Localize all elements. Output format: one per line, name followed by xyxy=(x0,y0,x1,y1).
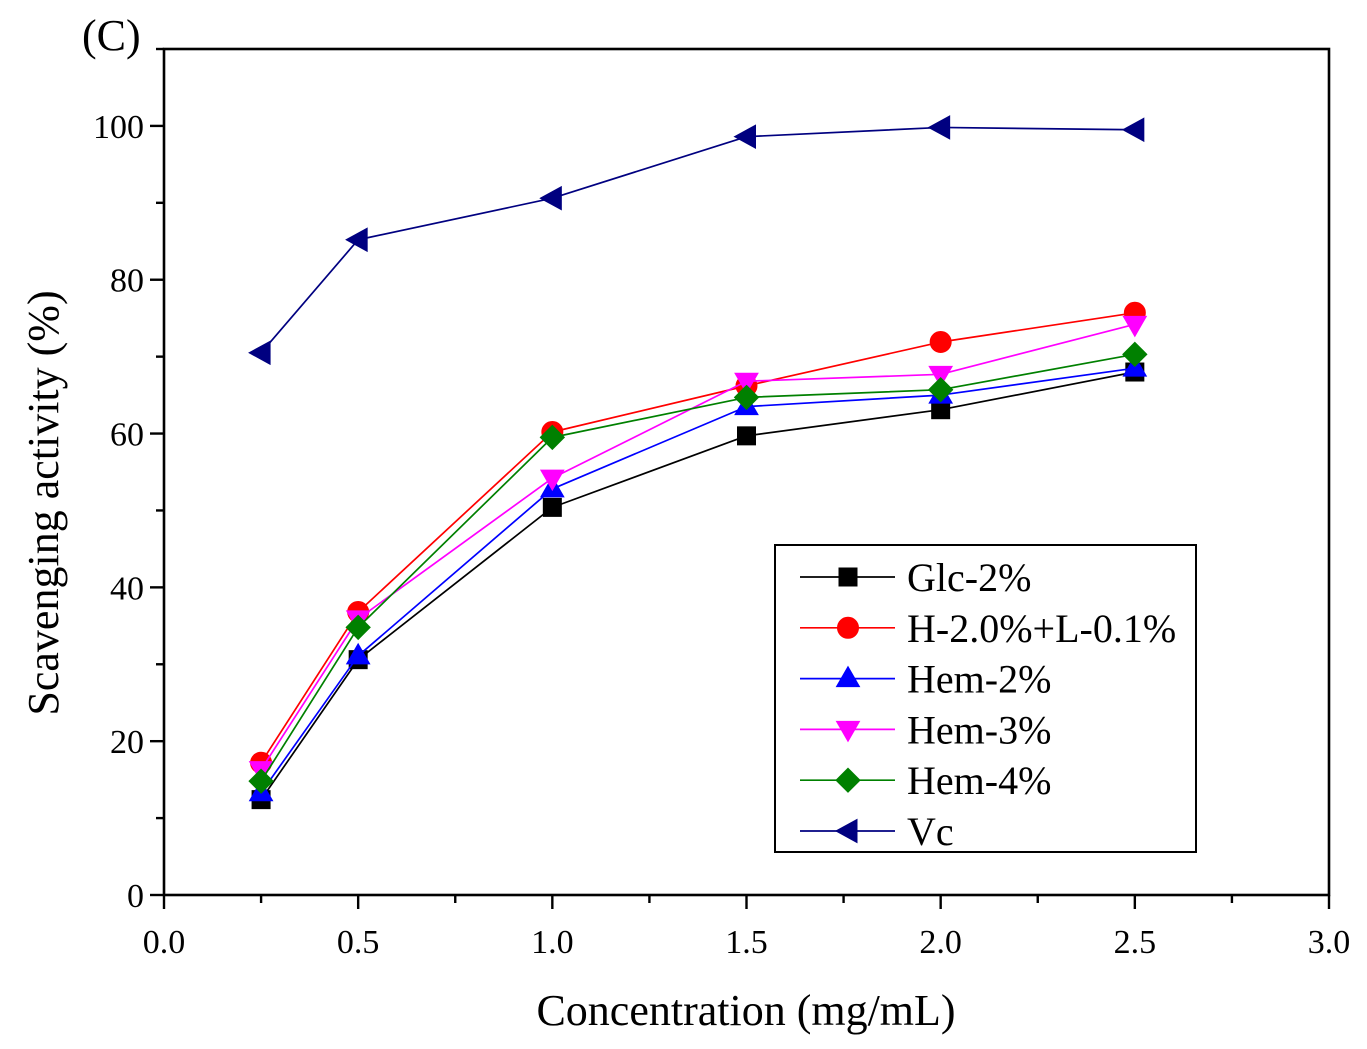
legend-entry-glc-2: Glc-2% xyxy=(800,555,1031,600)
y-tick-label: 80 xyxy=(110,263,144,300)
series-line-hem-4 xyxy=(260,353,1135,782)
data-point-hem-4-1 xyxy=(345,614,371,641)
legend-entry-hem-4: Hem-4% xyxy=(800,758,1051,803)
legend-label-vc: Vc xyxy=(907,809,954,854)
x-tick-label: 0.5 xyxy=(337,924,380,961)
legend-label-hem-3: Hem-3% xyxy=(907,707,1051,752)
legend-marker-h-2-0-l-0-1 xyxy=(837,616,859,639)
x-tick-label: 2.5 xyxy=(1114,924,1157,961)
y-tick-label: 60 xyxy=(110,417,144,454)
legend-marker-hem-2 xyxy=(835,665,861,688)
legend-label-h-2-0-l-0-1: H-2.0%+L-0.1% xyxy=(907,606,1176,651)
data-point-hem-4-0 xyxy=(248,768,274,794)
data-point-vc-1 xyxy=(345,227,368,253)
y-tick-label: 20 xyxy=(110,724,144,761)
y-tick-label: 0 xyxy=(127,878,144,915)
axis-ticks xyxy=(150,47,1331,909)
x-tick-label: 2.0 xyxy=(919,924,962,961)
data-point-vc-0 xyxy=(248,340,271,366)
legend-entry-vc: Vc xyxy=(800,809,954,854)
series-line-h-2-0-l-0-1 xyxy=(260,311,1135,764)
panel-label: (C) xyxy=(82,11,141,60)
data-point-glc-2-2 xyxy=(542,497,562,517)
data-point-vc-5 xyxy=(1121,117,1145,143)
data-point-hem-3-3 xyxy=(734,372,759,395)
data-point-hem-2-1 xyxy=(345,642,371,665)
data-point-hem-3-4 xyxy=(928,365,954,388)
axis-tick-labels: 0.0 0.5 1.0 1.5 2.0 2.5 3.0 0 20 40 60 80 100 xyxy=(93,109,1350,961)
y-tick-label: 40 xyxy=(110,570,144,607)
data-point-hem-4-5 xyxy=(1122,341,1148,368)
legend-entry-hem-3: Hem-3% xyxy=(800,707,1051,752)
legend-marker-hem-3 xyxy=(835,720,861,743)
legend: Glc-2% H-2.0%+L-0.1% Hem-2% Hem-3% Hem-4% Vc xyxy=(774,544,1197,854)
legend-marker-vc xyxy=(834,818,858,844)
legend-marker-glc-2 xyxy=(838,567,858,587)
legend-box xyxy=(774,544,1197,853)
y-tick-label: 100 xyxy=(93,109,144,146)
legend-label-hem-2: Hem-2% xyxy=(907,657,1051,702)
legend-label-glc-2: Glc-2% xyxy=(907,555,1031,600)
legend-entry-hem-2: Hem-2% xyxy=(800,657,1051,702)
legend-entry-h-2-0-l-0-1: H-2.0%+L-0.1% xyxy=(800,606,1176,651)
data-point-hem-3-2 xyxy=(539,469,565,492)
legend-label-hem-4: Hem-4% xyxy=(907,758,1051,803)
x-tick-label: 1.5 xyxy=(725,924,768,961)
series-hem-4 xyxy=(248,341,1148,794)
series-line-vc xyxy=(260,126,1135,354)
x-tick-label: 0.0 xyxy=(143,924,186,961)
data-point-vc-2 xyxy=(539,185,562,211)
x-tick-label: 3.0 xyxy=(1308,924,1351,961)
y-axis-title: Scavenging activity (%) xyxy=(19,290,68,715)
data-point-hem-4-4 xyxy=(927,377,954,403)
x-axis-title: Concentration (mg/mL) xyxy=(536,986,955,1035)
data-point-glc-2-3 xyxy=(737,426,756,446)
data-point-vc-3 xyxy=(733,124,756,150)
series-line-hem-3 xyxy=(260,323,1136,771)
legend-marker-hem-4 xyxy=(835,767,861,793)
data-point-vc-4 xyxy=(927,115,951,140)
data-series xyxy=(248,115,1148,810)
data-point-hem-4-2 xyxy=(539,424,566,451)
data-point-h-2-0-l-0-1-4 xyxy=(929,331,952,354)
data-point-hem-4-3 xyxy=(733,384,760,411)
data-point-hem-3-5 xyxy=(1122,315,1148,338)
series-line-glc-2 xyxy=(260,371,1135,801)
x-tick-label: 1.0 xyxy=(531,924,574,961)
series-vc xyxy=(248,115,1145,366)
series-line-hem-2 xyxy=(260,367,1135,794)
